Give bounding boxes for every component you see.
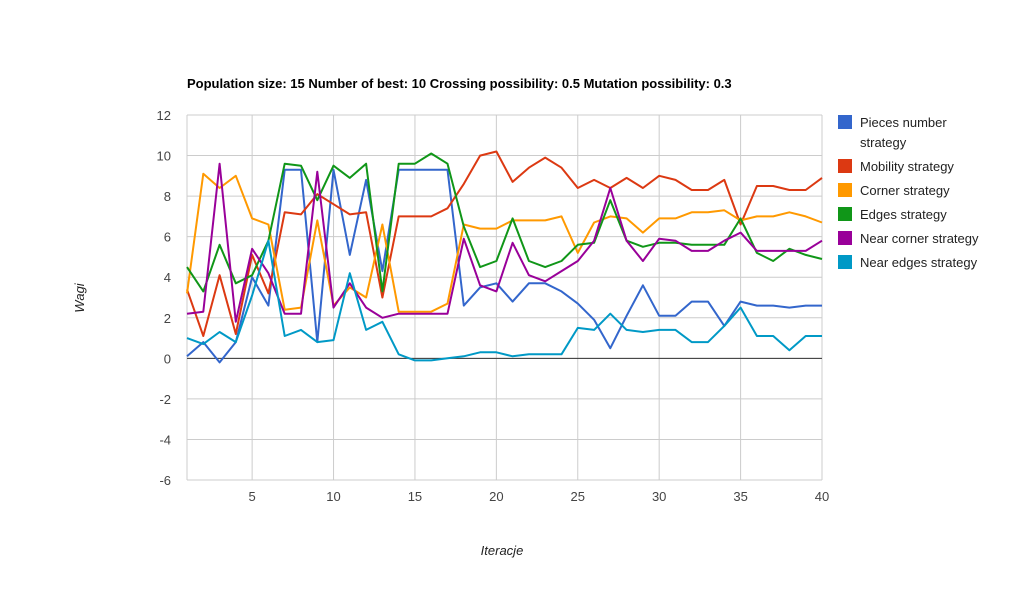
x-tick-label: 15 [408, 489, 422, 504]
x-axis-ticks: 5 10 15 20 25 30 35 40 [249, 489, 830, 504]
y-tick-label: 0 [164, 351, 171, 366]
x-axis-label: Iteracje [481, 543, 524, 558]
series-line-pieces-number-strategy [186, 168, 822, 364]
x-tick-label: 5 [249, 489, 256, 504]
x-tick-label: 40 [815, 489, 829, 504]
y-tick-label: -2 [159, 392, 171, 407]
legend-label: Near edges strategy [860, 255, 978, 270]
y-tick-label: -4 [159, 432, 171, 447]
legend-label: Mobility strategy [860, 159, 954, 174]
legend-label: Corner strategy [860, 183, 950, 198]
y-tick-label: 2 [164, 311, 171, 326]
series-lines [186, 150, 823, 364]
legend-swatch [838, 159, 852, 173]
series-line-corner-strategy [186, 172, 823, 313]
chart-title: Population size: 15 Number of best: 10 C… [187, 76, 732, 91]
y-axis-ticks: 12 10 8 6 4 2 0 -2 -4 -6 [157, 108, 171, 488]
legend-swatch [838, 255, 852, 269]
y-axis-label: Wagi [72, 282, 87, 312]
x-tick-label: 30 [652, 489, 666, 504]
x-tick-label: 25 [571, 489, 585, 504]
y-tick-label: 4 [164, 270, 171, 285]
legend-swatch [838, 231, 852, 245]
y-tick-label: 6 [164, 230, 171, 245]
series-line-mobility-strategy [186, 150, 823, 337]
legend-swatch [838, 183, 852, 197]
series-line-near-edges-strategy [186, 239, 822, 362]
x-tick-label: 10 [326, 489, 340, 504]
legend: Pieces number strategy Mobility strategy Co… [838, 115, 979, 270]
x-tick-label: 20 [489, 489, 503, 504]
y-tick-label: 10 [157, 149, 171, 164]
legend-swatch [838, 115, 852, 129]
y-tick-label: -6 [159, 473, 171, 488]
legend-swatch [838, 207, 852, 221]
legend-label: Near corner strategy [860, 231, 979, 246]
y-tick-label: 8 [164, 189, 171, 204]
y-tick-label: 12 [157, 108, 171, 123]
legend-label: Pieces number strategy [860, 115, 947, 150]
x-tick-label: 35 [733, 489, 747, 504]
series-line-near-corner-strategy [186, 162, 823, 323]
legend-label: Edges strategy [860, 207, 947, 222]
